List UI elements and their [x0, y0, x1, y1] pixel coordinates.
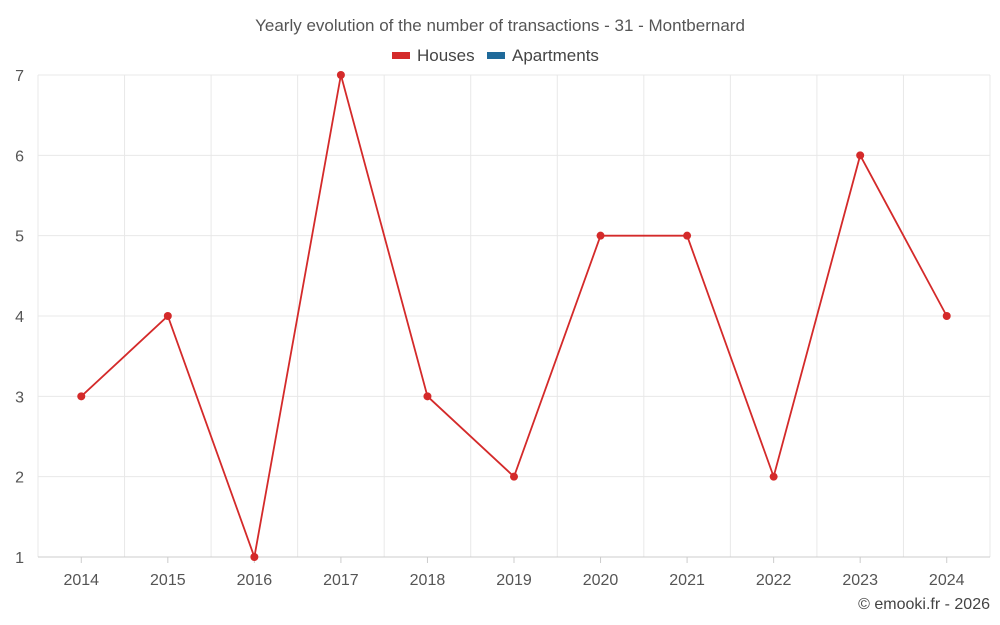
y-tick-label: 7 — [15, 68, 24, 85]
data-point-houses[interactable] — [856, 151, 865, 160]
x-tick-label: 2018 — [410, 572, 446, 589]
x-tick-label: 2019 — [496, 572, 532, 589]
y-tick-label: 6 — [15, 148, 24, 165]
legend-item-apartments[interactable]: Apartments — [487, 46, 599, 65]
x-tick-label: 2014 — [63, 572, 99, 589]
x-tick-label: 2023 — [842, 572, 878, 589]
x-tick-label: 2015 — [150, 572, 186, 589]
y-tick-label: 2 — [15, 470, 24, 487]
x-tick-label: 2021 — [669, 572, 705, 589]
x-tick-label: 2024 — [929, 572, 965, 589]
data-point-houses[interactable] — [250, 553, 259, 561]
data-point-houses[interactable] — [77, 392, 86, 401]
axes: 1 2 3 4 5 6 7 2014 2015 2016 2017 2018 2019 2020 2021 2… — [15, 68, 990, 589]
legend-swatch-apartments — [487, 52, 505, 59]
x-tick-label: 2020 — [583, 572, 619, 589]
data-point-houses[interactable] — [510, 472, 518, 481]
x-tick-label: 2016 — [237, 572, 273, 589]
chart-title: Yearly evolution of the number of transa… — [255, 16, 745, 35]
data-point-houses[interactable] — [163, 312, 172, 320]
y-tick-label: 1 — [15, 550, 24, 567]
x-tick-label: 2022 — [756, 572, 792, 589]
x-tick-label: 2017 — [323, 572, 359, 589]
y-tick-label: 4 — [15, 309, 24, 326]
legend-label-houses: Houses — [417, 46, 475, 65]
legend: Houses Apartments — [392, 46, 599, 65]
series-layer — [77, 71, 951, 561]
legend-label-apartments: Apartments — [512, 46, 599, 65]
legend-swatch-houses — [392, 52, 410, 59]
credit-text: © emooki.fr - 2026 — [858, 596, 990, 613]
legend-item-houses[interactable]: Houses — [392, 46, 475, 65]
data-point-houses[interactable] — [942, 312, 951, 320]
data-point-houses[interactable] — [336, 71, 345, 79]
data-point-houses[interactable] — [423, 392, 432, 401]
gridlines — [37, 74, 991, 557]
data-point-houses[interactable] — [769, 472, 778, 481]
y-tick-label: 5 — [15, 229, 24, 246]
y-tick-label: 3 — [15, 389, 24, 406]
data-point-houses[interactable] — [596, 231, 605, 240]
data-point-houses[interactable] — [683, 231, 692, 240]
